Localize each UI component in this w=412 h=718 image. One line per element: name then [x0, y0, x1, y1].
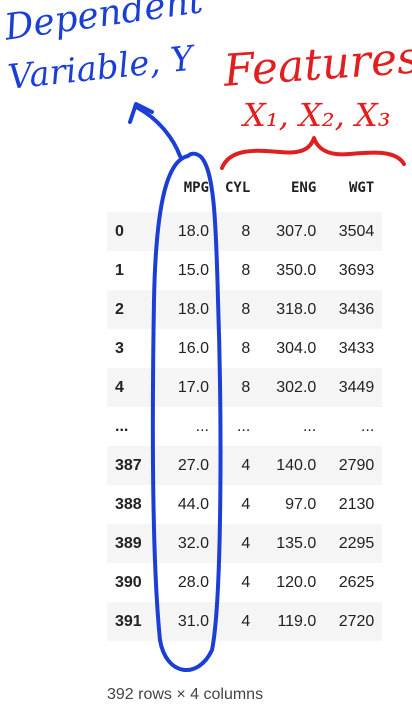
row-index: 390: [115, 574, 142, 591]
cell-eng: 302.0: [276, 379, 317, 396]
cell-cyl: 8: [241, 301, 251, 318]
table-row: 387 27.0 4 140.0 2790: [107, 446, 383, 485]
column-header-wgt: WGT: [349, 179, 375, 196]
cell-mpg: 32.0: [177, 535, 209, 552]
cell-wgt: 2625: [338, 574, 375, 591]
table-row-ellipsis: ... ... ... ... ...: [107, 407, 383, 446]
cell-mpg: 18.0: [177, 301, 209, 318]
cell-wgt: 2720: [338, 613, 375, 630]
cell-eng: 135.0: [276, 535, 317, 552]
cell-eng: 119.0: [277, 613, 317, 630]
cell-wgt: 2130: [338, 496, 375, 513]
cell-mpg: 16.0: [177, 340, 209, 357]
cell-mpg: 17.0: [177, 379, 209, 396]
cell-eng: 318.0: [276, 301, 317, 318]
index-header: [107, 164, 161, 212]
cell-wgt: 3504: [338, 223, 375, 240]
row-index: 388: [115, 496, 142, 513]
table-row: 3 16.0 8 304.0 3433: [107, 329, 383, 368]
cell-cyl: ...: [236, 418, 251, 435]
cell-mpg: 31.0: [177, 613, 209, 630]
cell-eng: ...: [302, 418, 317, 435]
cell-eng: 307.0: [276, 223, 317, 240]
cell-cyl: 8: [241, 379, 251, 396]
arrow-up-icon: [136, 106, 182, 158]
dependent-variable-label-y: Variable, Y: [6, 38, 196, 98]
cell-wgt: ...: [360, 418, 375, 435]
cell-wgt: 2790: [338, 457, 375, 474]
cell-cyl: 8: [241, 223, 251, 240]
cell-mpg: 18.0: [177, 223, 209, 240]
cell-mpg: 28.0: [177, 574, 209, 591]
dataframe-table: MPG CYL ENG WGT 0 18.0 8 307.0 3504 1 15…: [107, 164, 383, 641]
row-index: 0: [115, 223, 124, 240]
cell-cyl: 4: [241, 613, 251, 630]
cell-cyl: 4: [241, 457, 251, 474]
cell-eng: 120.0: [276, 574, 317, 591]
cell-eng: 350.0: [276, 262, 317, 279]
row-index: 1: [115, 262, 124, 279]
table-row: 389 32.0 4 135.0 2295: [107, 524, 383, 563]
cell-wgt: 3433: [338, 340, 375, 357]
row-index: 391: [115, 613, 142, 630]
cell-wgt: 2295: [338, 535, 375, 552]
cell-mpg: 44.0: [177, 496, 209, 513]
cell-cyl: 4: [241, 496, 251, 513]
table-header: MPG CYL ENG WGT: [107, 164, 382, 212]
cell-eng: 304.0: [276, 340, 317, 357]
column-header-eng: ENG: [291, 179, 317, 196]
row-index: 4: [115, 379, 124, 396]
cell-mpg: 27.0: [177, 457, 209, 474]
cell-wgt: 3449: [338, 379, 375, 396]
row-index: 387: [115, 457, 142, 474]
row-index: 389: [115, 535, 142, 552]
table-row: 388 44.0 4 97.0 2130: [107, 485, 383, 524]
table-row: 1 15.0 8 350.0 3693: [107, 251, 383, 290]
table-row: 391 31.0 4 119.0 2720: [107, 602, 383, 641]
column-header-mpg: MPG: [183, 179, 209, 196]
features-variables-label: X₁, X₂, X₃: [243, 96, 391, 134]
table-row: 0 18.0 8 307.0 3504: [107, 212, 383, 251]
features-label: Features: [222, 32, 412, 97]
table-row: 390 28.0 4 120.0 2625: [107, 563, 383, 602]
cell-wgt: 3693: [338, 262, 375, 279]
cell-cyl: 8: [241, 262, 251, 279]
column-header-cyl: CYL: [225, 179, 251, 196]
cell-wgt: 3436: [338, 301, 375, 318]
row-index: ...: [115, 418, 129, 435]
row-index: 3: [115, 340, 124, 357]
table-row: 4 17.0 8 302.0 3449: [107, 368, 383, 407]
cell-cyl: 4: [241, 535, 251, 552]
cell-cyl: 4: [241, 574, 251, 591]
cell-eng: 140.0: [276, 457, 317, 474]
table-shape-footer: 392 rows × 4 columns: [107, 686, 264, 703]
cell-mpg: ...: [195, 418, 209, 435]
cell-mpg: 15.0: [177, 262, 209, 279]
table-row: 2 18.0 8 318.0 3436: [107, 290, 383, 329]
row-index: 2: [115, 301, 124, 318]
cell-eng: 97.0: [285, 496, 317, 513]
cell-cyl: 8: [241, 340, 251, 357]
